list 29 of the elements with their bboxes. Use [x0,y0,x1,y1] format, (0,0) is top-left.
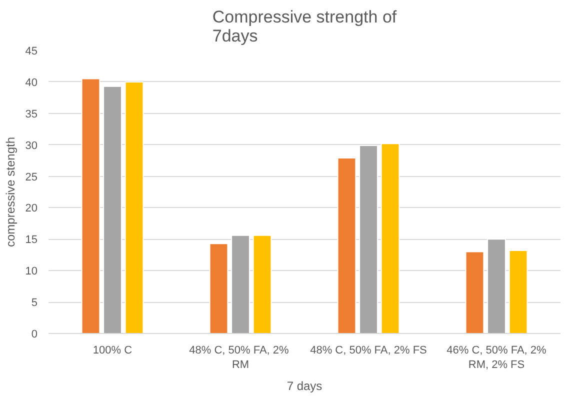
y-tick-label: 5 [31,297,38,310]
bar [508,250,528,334]
y-tick-label: 25 [25,171,38,184]
bar [231,234,250,334]
y-tick-label: 40 [25,76,38,89]
y-axis-title: compressive stength [3,136,18,248]
bar [252,234,272,334]
bar [209,243,228,334]
x-tick-label: 48% C, 50% FA, 2% RM [189,344,290,371]
bar [359,144,378,334]
x-axis-title: 7 days [286,378,322,393]
y-tick-label: 10 [25,266,38,278]
y-tick-label: 20 [25,202,38,215]
bar [337,158,356,334]
bar [487,238,506,334]
y-tick-label: 30 [25,140,38,152]
y-tick-label: 15 [25,234,38,246]
y-tick-label: 45 [25,46,38,58]
x-tick-label: 46% C, 50% FA, 2% RM, 2% FS [446,344,547,371]
bar [124,81,144,334]
x-tick-label: 100% C [92,344,132,356]
y-tick-label: 35 [25,108,38,120]
y-tick-label: 0 [31,328,38,340]
chart-title: Compressive strength of 7days [212,8,397,46]
bar [465,251,484,334]
bar [103,86,122,334]
x-tick-label: 48% C, 50% FA, 2% FS [310,344,427,356]
bar [380,143,400,334]
bar [81,78,100,334]
